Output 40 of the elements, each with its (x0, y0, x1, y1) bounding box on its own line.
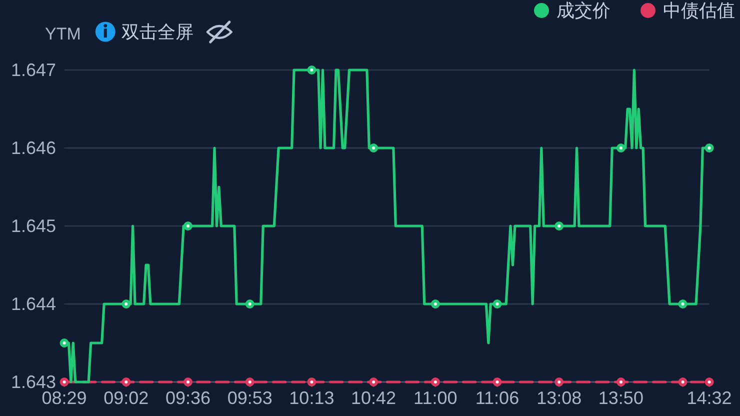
point (307, 378, 316, 386)
y-tick-label: 1.646 (10, 138, 56, 158)
point (245, 378, 254, 386)
point (307, 66, 316, 74)
point (554, 378, 564, 386)
point (122, 300, 131, 308)
x-tick-label: 11:06 (475, 388, 520, 408)
point (184, 222, 192, 230)
point (616, 378, 626, 386)
legend-label: 成交价 (556, 0, 610, 20)
point (492, 378, 502, 386)
x-tick-label: 14:32 (686, 388, 732, 408)
y-axis-title: YTM (45, 24, 81, 44)
point (184, 378, 192, 386)
annotation: 双击全屏 (121, 22, 194, 42)
point (616, 144, 626, 152)
legend-label: 中债估值 (663, 0, 735, 20)
x-tick-label: 09:02 (104, 388, 149, 408)
y-tick-label: 1.644 (10, 294, 56, 314)
point (245, 300, 254, 308)
x-tick-label: 09:36 (165, 388, 211, 408)
point (554, 222, 564, 230)
x-tick-label: 13:08 (536, 388, 582, 408)
point (122, 378, 131, 386)
point (60, 338, 69, 348)
point (369, 378, 378, 386)
x-tick-label: 13:50 (598, 388, 644, 408)
y-tick-label: 1.647 (10, 60, 56, 80)
point (369, 144, 378, 152)
x-tick-label: 10:13 (289, 388, 334, 408)
x-tick-label: 09:53 (227, 388, 272, 408)
point (678, 378, 688, 386)
point (430, 300, 440, 308)
point (678, 300, 688, 308)
point (704, 144, 714, 152)
point (430, 378, 440, 386)
y-tick-label: 1.645 (10, 216, 56, 236)
x-tick-label: 10:42 (351, 388, 396, 408)
x-tick-label: 11:00 (414, 388, 458, 408)
point (492, 300, 502, 308)
